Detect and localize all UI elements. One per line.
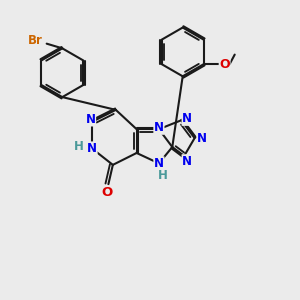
Text: N: N xyxy=(154,121,164,134)
Text: N: N xyxy=(87,142,97,155)
Text: H: H xyxy=(158,169,167,182)
Text: N: N xyxy=(182,112,192,125)
Text: O: O xyxy=(219,58,230,70)
Text: Br: Br xyxy=(28,34,43,47)
Text: N: N xyxy=(182,155,192,168)
Text: N: N xyxy=(154,157,164,170)
Text: N: N xyxy=(85,113,96,126)
Text: H: H xyxy=(74,140,84,153)
Text: O: O xyxy=(101,186,112,199)
Text: N: N xyxy=(197,132,207,145)
